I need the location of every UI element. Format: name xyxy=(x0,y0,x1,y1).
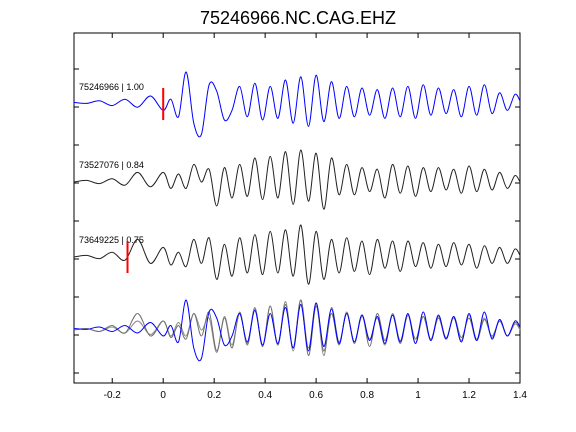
x-tick-label: 0.6 xyxy=(309,390,323,401)
trace-panel: 75246966 | 1.00 xyxy=(73,71,521,138)
trace-panels: 75246966 | 1.00 73527076 | 0.84 73649225 |… xyxy=(73,71,521,362)
x-tick-label: -0.2 xyxy=(104,390,122,401)
trace-label: 73527076 | 0.84 xyxy=(79,160,144,170)
x-tick-label: 0.4 xyxy=(258,390,272,401)
x-tick-label: 1 xyxy=(415,390,421,401)
overlay-waveform-line xyxy=(73,299,521,362)
x-tick-label: 0 xyxy=(160,390,166,401)
waveform-line xyxy=(73,224,521,285)
chart-title: 75246966.NC.CAG.EHZ xyxy=(200,8,396,28)
trace-label: 73649225 | 0.75 xyxy=(79,235,144,245)
plot-frame xyxy=(73,32,521,384)
x-tick-label: 1.4 xyxy=(513,390,527,401)
waveform-line xyxy=(73,71,521,138)
trace-panel: 73527076 | 0.84 xyxy=(73,149,521,210)
x-tick-label: 1.2 xyxy=(462,390,476,401)
trace-panel: 73649225 | 0.75 xyxy=(73,224,521,285)
waveform-line xyxy=(73,149,521,210)
x-tick-label: 0.2 xyxy=(207,390,221,401)
trace-label: 75246966 | 1.00 xyxy=(79,82,144,92)
x-tick-label: 0.8 xyxy=(360,390,374,401)
x-axis: -0.2 0 0.2 0.4 0.6 0.8 1 1.2 1.4 xyxy=(74,33,527,401)
overlay-panel xyxy=(73,299,521,362)
